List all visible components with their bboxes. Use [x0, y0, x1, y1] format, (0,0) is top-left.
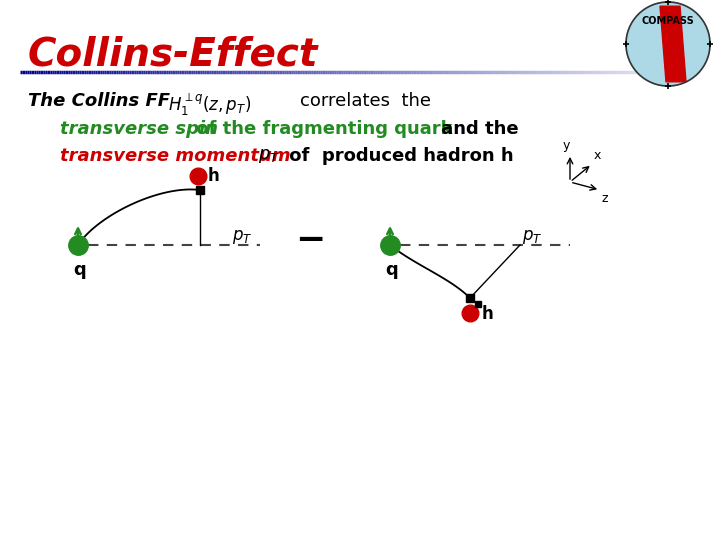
Text: and the: and the — [435, 120, 518, 138]
Text: $p_T$: $p_T$ — [232, 228, 253, 246]
Text: transverse momentum: transverse momentum — [60, 147, 291, 165]
Polygon shape — [660, 6, 686, 82]
Text: of  produced hadron h: of produced hadron h — [283, 147, 513, 165]
Text: y: y — [563, 139, 570, 152]
Text: $H_1^{\perp q}(z, p_T)$: $H_1^{\perp q}(z, p_T)$ — [168, 92, 251, 118]
Text: −: − — [295, 223, 325, 257]
Text: Collins-Effect: Collins-Effect — [28, 35, 318, 73]
Text: The Collins FF: The Collins FF — [28, 92, 170, 110]
Text: z: z — [602, 192, 608, 205]
Text: h: h — [208, 167, 220, 185]
Text: x: x — [594, 149, 601, 162]
Text: correlates  the: correlates the — [300, 92, 431, 110]
Text: COMPASS: COMPASS — [642, 16, 694, 26]
Text: q: q — [73, 261, 86, 279]
Circle shape — [626, 2, 710, 86]
Text: h: h — [482, 305, 494, 323]
Text: $p_T$: $p_T$ — [258, 147, 280, 165]
Text: $p_T$: $p_T$ — [522, 228, 542, 246]
Text: q: q — [385, 261, 397, 279]
Text: of the fragmenting quark: of the fragmenting quark — [190, 120, 453, 138]
Text: transverse spin: transverse spin — [60, 120, 218, 138]
